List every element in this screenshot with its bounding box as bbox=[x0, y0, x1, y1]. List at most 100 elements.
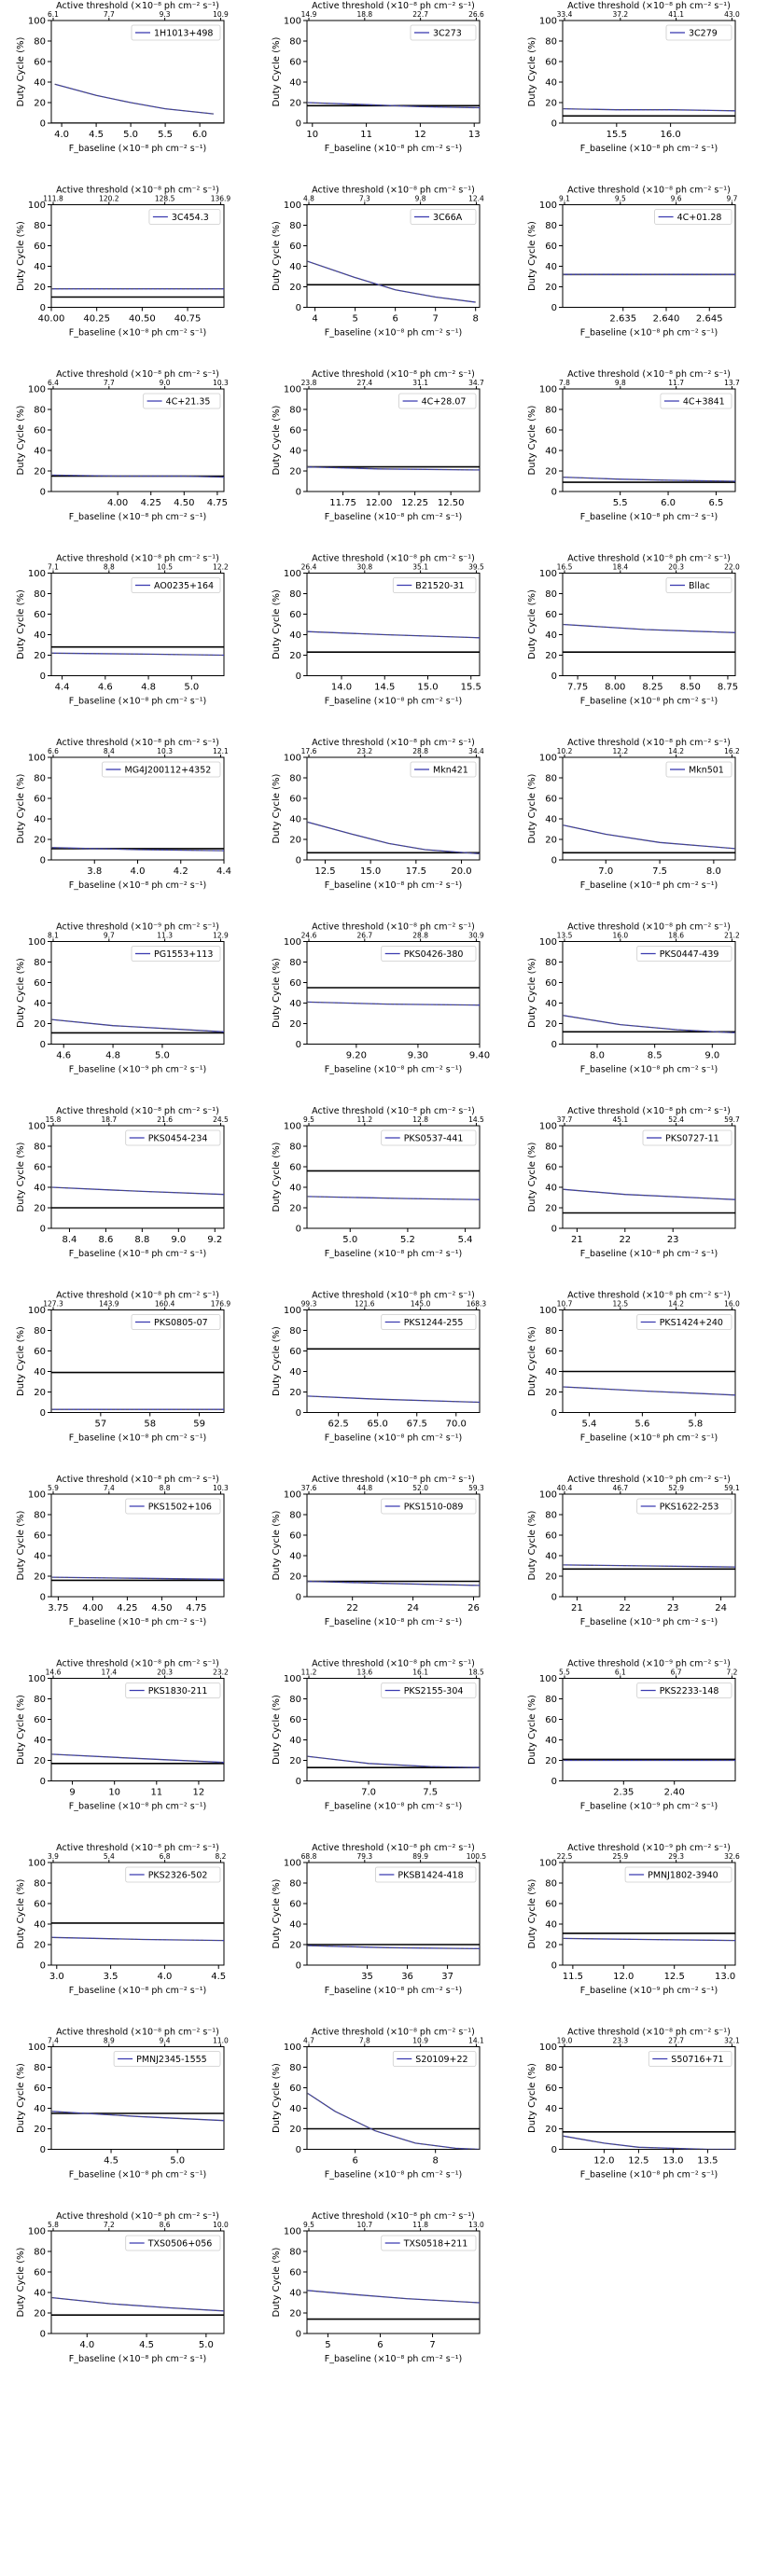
y-axis-label: Duty Cycle (%) bbox=[527, 36, 537, 106]
top-tick-label: 15.8 bbox=[46, 1115, 62, 1124]
top-tick-label: 12.2 bbox=[612, 747, 628, 755]
y-tick-label: 0 bbox=[551, 1593, 557, 1603]
duty-cycle-curve bbox=[563, 2135, 735, 2150]
top-tick-label: 9.8 bbox=[415, 195, 426, 203]
data-group bbox=[51, 474, 224, 478]
top-tick-label: 9.8 bbox=[615, 379, 626, 387]
y-tick-label: 0 bbox=[40, 1961, 46, 1972]
y-tick-label: 40 bbox=[289, 447, 301, 457]
x-tick-label: 40.50 bbox=[129, 314, 156, 325]
x-tick-label: 7.75 bbox=[567, 683, 588, 693]
plot-frame bbox=[562, 1309, 736, 1413]
duty-cycle-curve bbox=[307, 1196, 480, 1200]
y-tick-label: 60 bbox=[545, 978, 557, 989]
top-tick-label: 13.6 bbox=[356, 1669, 372, 1677]
x-axis-label: F_baseline (×10⁻⁸ ph cm⁻² s⁻¹) bbox=[580, 144, 718, 154]
panel-group: 0 20 40 60 80 100 Duty Cycle (%) 2.35 2.40 F_base… bbox=[527, 1659, 738, 1812]
top-tick-label: 13.5 bbox=[557, 932, 573, 940]
duty-cycle-curve bbox=[51, 1186, 224, 1196]
y-tick-label: 20 bbox=[34, 283, 46, 293]
top-axis-label: Active threshold (×10⁻⁹ ph cm⁻² s⁻¹) bbox=[567, 1475, 731, 1485]
legend-box bbox=[113, 2051, 221, 2067]
plot-frame bbox=[306, 388, 481, 492]
top-axis-label: Active threshold (×10⁻⁸ ph cm⁻² s⁻¹) bbox=[312, 2211, 475, 2222]
x-tick-label: 5.0 bbox=[342, 1235, 357, 1245]
x-tick-label: 2.635 bbox=[609, 314, 636, 325]
x-tick-label: 11.5 bbox=[563, 1972, 583, 1982]
top-axis-label: Active threshold (×10⁻⁸ ph cm⁻² s⁻¹) bbox=[56, 1659, 219, 1669]
x-tick-label: 12.5 bbox=[314, 866, 335, 877]
top-tick-label: 20.3 bbox=[157, 1669, 173, 1677]
y-tick-label: 60 bbox=[545, 1715, 557, 1725]
x-tick-label: 5.8 bbox=[688, 1420, 703, 1430]
x-tick-label: 8.25 bbox=[642, 683, 662, 693]
y-axis-label: Duty Cycle (%) bbox=[16, 958, 26, 1028]
top-tick-label: 111.8 bbox=[43, 195, 63, 203]
x-tick-label: 24 bbox=[407, 1603, 419, 1613]
y-tick-label: 40 bbox=[289, 2289, 301, 2299]
y-tick-label: 100 bbox=[284, 2227, 301, 2237]
top-tick-label: 23.8 bbox=[301, 379, 317, 387]
y-tick-label: 100 bbox=[28, 1674, 46, 1684]
data-group bbox=[307, 821, 480, 855]
y-axis-label: Duty Cycle (%) bbox=[16, 405, 26, 475]
y-tick-label: 80 bbox=[289, 774, 301, 784]
duty-cycle-curve-dashed bbox=[563, 108, 735, 112]
data-group bbox=[563, 1188, 735, 1214]
top-tick-label: 6.8 bbox=[160, 1852, 171, 1861]
y-axis-label: Duty Cycle (%) bbox=[272, 1142, 282, 1212]
top-tick-label: 52.0 bbox=[412, 1484, 428, 1492]
x-axis-label: F_baseline (×10⁻⁹ ph cm⁻² s⁻¹) bbox=[580, 1986, 718, 1996]
y-tick-label: 80 bbox=[545, 1326, 557, 1336]
y-tick-label: 20 bbox=[289, 467, 301, 478]
x-axis-label: F_baseline (×10⁻⁸ ph cm⁻² s⁻¹) bbox=[325, 1433, 463, 1444]
x-tick-label: 8.0 bbox=[706, 866, 721, 877]
y-tick-label: 100 bbox=[539, 2043, 557, 2053]
plot-frame bbox=[50, 941, 225, 1045]
x-axis-label: F_baseline (×10⁻⁸ ph cm⁻² s⁻¹) bbox=[69, 1433, 207, 1444]
x-tick-label: 6 bbox=[377, 2340, 383, 2350]
y-tick-label: 100 bbox=[284, 1122, 301, 1132]
x-tick-label: 4.00 bbox=[107, 498, 128, 508]
y-tick-label: 60 bbox=[34, 1715, 46, 1725]
x-axis-label: F_baseline (×10⁻⁸ ph cm⁻² s⁻¹) bbox=[325, 328, 463, 339]
data-group bbox=[51, 1371, 224, 1410]
x-tick-label: 15.0 bbox=[360, 866, 381, 877]
y-tick-label: 0 bbox=[40, 303, 46, 313]
plot-frame bbox=[50, 20, 225, 124]
x-axis-label: F_baseline (×10⁻⁸ ph cm⁻² s⁻¹) bbox=[69, 1617, 207, 1627]
x-tick-label: 14.0 bbox=[331, 683, 352, 693]
legend-box bbox=[131, 1314, 221, 1330]
y-tick-label: 80 bbox=[34, 221, 46, 231]
data-group bbox=[563, 623, 735, 654]
top-tick-label: 7.4 bbox=[48, 2037, 59, 2045]
top-tick-label: 59.1 bbox=[724, 1484, 740, 1492]
data-group bbox=[51, 1753, 224, 1765]
top-tick-label: 13.0 bbox=[468, 2221, 484, 2229]
duty-cycle-curve-dashed bbox=[307, 260, 476, 303]
top-tick-label: 18.7 bbox=[101, 1115, 117, 1124]
y-tick-label: 20 bbox=[545, 99, 557, 109]
top-tick-label: 30.9 bbox=[468, 932, 484, 940]
plot-frame bbox=[306, 204, 481, 308]
y-tick-label: 100 bbox=[28, 1306, 46, 1316]
top-tick-label: 20.3 bbox=[668, 563, 684, 572]
y-tick-label: 40 bbox=[545, 1736, 557, 1746]
legend-label: PMNJ1802-3940 bbox=[648, 1871, 718, 1881]
y-tick-label: 40 bbox=[289, 2104, 301, 2114]
duty-cycle-curve-dashed bbox=[563, 1015, 735, 1033]
top-tick-label: 10.2 bbox=[557, 747, 573, 755]
y-tick-label: 80 bbox=[34, 406, 46, 416]
x-tick-label: 4.4 bbox=[216, 866, 231, 877]
y-tick-label: 100 bbox=[539, 1859, 557, 1869]
top-tick-label: 46.7 bbox=[612, 1484, 628, 1492]
y-tick-label: 20 bbox=[34, 1941, 46, 1951]
y-tick-label: 0 bbox=[296, 856, 301, 866]
y-tick-label: 60 bbox=[545, 426, 557, 436]
y-tick-label: 100 bbox=[28, 385, 46, 395]
duty-cycle-curve-dashed bbox=[307, 630, 480, 639]
